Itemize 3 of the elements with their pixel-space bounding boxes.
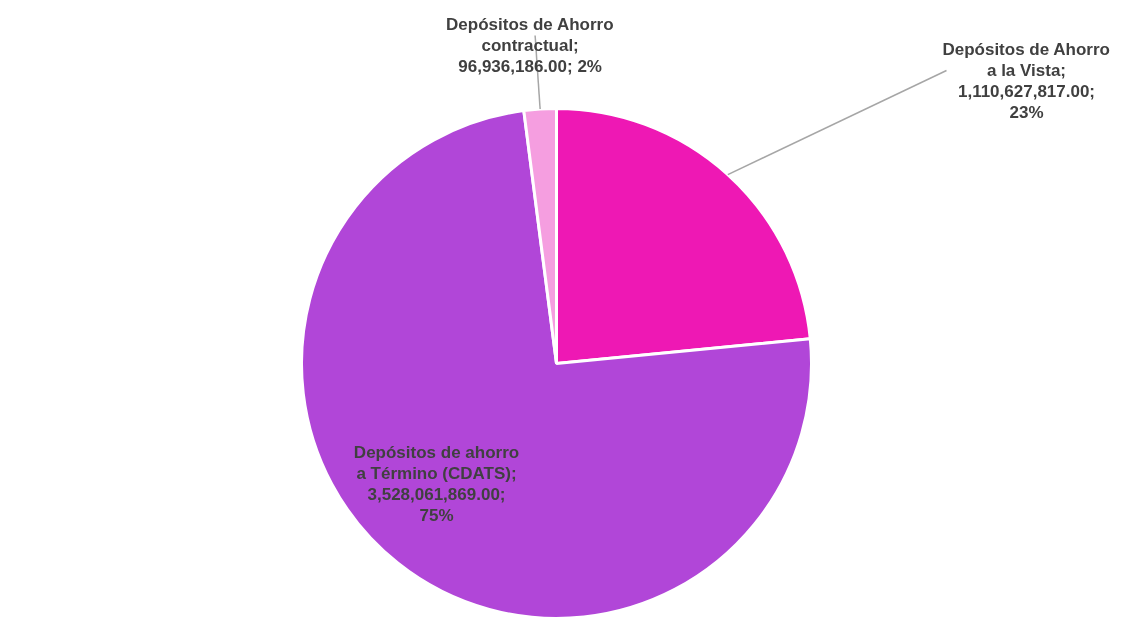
slice-label: Depósitos de Ahorro contractual; 96,936,186.00; 2% [446, 15, 614, 76]
slice-label: Depósitos de Ahorro a la Vista; 1,110,627,817.00; 23% [942, 39, 1110, 122]
slice-label: Depósitos de ahorro a Término (CDATS); 3,528,061,869.00; 75% [353, 442, 520, 525]
